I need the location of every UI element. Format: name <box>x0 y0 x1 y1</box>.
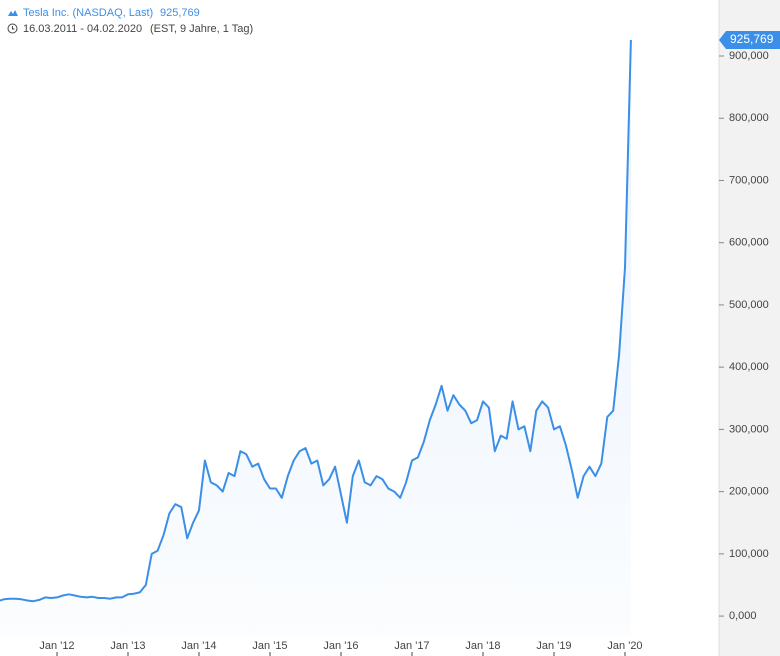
clock-hands <box>12 26 15 30</box>
y-tick-label: 500,000 <box>729 299 769 311</box>
x-tick-label: Jan '20 <box>607 640 642 652</box>
x-tick-label: Jan '18 <box>465 640 500 652</box>
y-tick-label: 0,000 <box>729 610 757 622</box>
x-tick-label: Jan '15 <box>252 640 287 652</box>
x-tick-label: Jan '13 <box>110 640 145 652</box>
y-tick-label: 200,000 <box>729 486 769 498</box>
range-info: (EST, 9 Jahre, 1 Tag) <box>150 23 253 35</box>
header-last: 925,769 <box>160 7 200 19</box>
area <box>0 40 631 636</box>
x-tick-label: Jan '14 <box>181 640 216 652</box>
x-tick-label: Jan '12 <box>39 640 74 652</box>
y-tick-label: 100,000 <box>729 548 769 560</box>
x-tick-label: Jan '19 <box>536 640 571 652</box>
axis-panel <box>719 0 780 656</box>
last-tag <box>719 30 780 49</box>
y-tick-label: 900,000 <box>729 50 769 62</box>
y-tick-label: 400,000 <box>729 361 769 373</box>
last-label: 925,769 <box>730 32 774 46</box>
x-tick-label: Jan '17 <box>394 640 429 652</box>
instrument: Tesla Inc. (NASDAQ, Last) <box>23 7 153 19</box>
chart-icon <box>8 10 18 16</box>
y-tick-label: 800,000 <box>729 112 769 124</box>
clock-icon <box>7 23 18 34</box>
y-tick-label: 300,000 <box>729 423 769 435</box>
date-range: 16.03.2011 - 04.02.2020 <box>23 23 142 35</box>
y-tick-label: 700,000 <box>729 174 769 186</box>
x-tick-label: Jan '16 <box>323 640 358 652</box>
price-line <box>0 39 632 603</box>
y-tick-label: 600,000 <box>729 237 769 249</box>
